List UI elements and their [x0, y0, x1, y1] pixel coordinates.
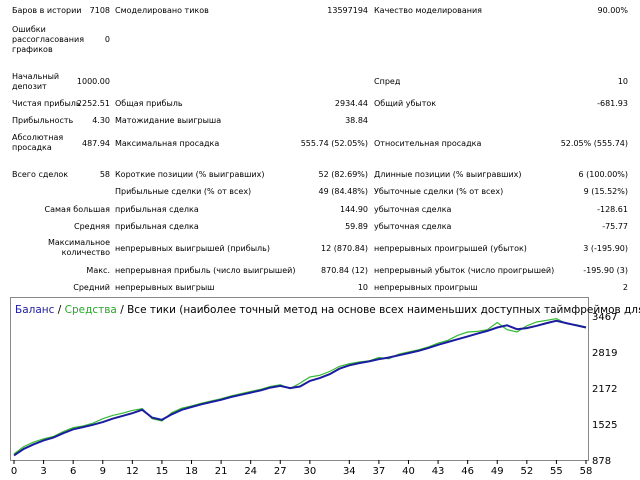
- x-tick-label: 40: [402, 466, 415, 477]
- x-tick-label: 55: [550, 466, 563, 477]
- ticks-value: 13597194: [327, 6, 368, 15]
- average-loss-label: убыточная сделка: [374, 222, 452, 231]
- deposit-value: 1000.00: [76, 77, 110, 86]
- total-trades-value: 58: [99, 170, 110, 179]
- x-tick-label: 43: [432, 466, 445, 477]
- deposit-label: Начальный депозит: [12, 72, 60, 91]
- x-tick-label: 21: [215, 466, 228, 477]
- average-profit-label: прибыльная сделка: [115, 222, 199, 231]
- avg-cons-wins-label: непрерывных выигрыш: [115, 283, 215, 292]
- x-tick-label: 30: [303, 466, 316, 477]
- x-tick-label: 52: [520, 466, 533, 477]
- chart-title: Баланс / Средства / Все тики (наиболее т…: [15, 304, 640, 316]
- max-cons-loss-value: -195.90 (3): [583, 266, 628, 275]
- ticks-label: Смоделировано тиков: [115, 6, 209, 15]
- loss-trades-label: Убыточные сделки (% от всех): [374, 187, 504, 196]
- x-tick-label: 24: [244, 466, 257, 477]
- abs-dd-label: Абсолютная просадка: [12, 133, 64, 152]
- x-tick-label: 58: [580, 466, 593, 477]
- rel-dd-label: Относительная просадка: [374, 139, 482, 148]
- max-cons-losses-value: 3 (-195.90): [583, 244, 628, 253]
- balance-line: [13, 319, 587, 457]
- equity-line: [13, 317, 587, 455]
- max-cons-wins-label: непрерывных выигрышей (прибыль): [115, 244, 270, 253]
- title-sep: /: [54, 304, 64, 316]
- bars-value: 7108: [89, 6, 110, 15]
- x-tick-label: 15: [156, 466, 169, 477]
- largest-profit-value: 144.90: [340, 205, 368, 214]
- max-dd-label: Максимальная просадка: [115, 139, 220, 148]
- y-tick-label: 2172: [592, 384, 617, 395]
- max-label: Макс.: [86, 266, 110, 275]
- max-dd-value: 555.74 (52.05%): [300, 139, 368, 148]
- x-tick-label: 34: [343, 466, 356, 477]
- plot-frame: [10, 297, 589, 461]
- avg-cons-wins-value: 10: [357, 283, 368, 292]
- max-cons-losses-label: непрерывных проигрышей (убыток): [374, 244, 527, 253]
- largest-label: Самая большая: [44, 205, 110, 214]
- quality-label: Качество моделирования: [374, 6, 482, 15]
- total-trades-label: Всего сделок: [12, 170, 69, 179]
- x-axis-ticks: 0 3 6 9 12 15 18 21 24 27 30 34 37 40 43 46 49 52 55 58: [11, 460, 593, 477]
- title-rest: / Все тики (наиболее точный метод на осн…: [117, 304, 640, 316]
- title-equity: Средства: [65, 304, 117, 316]
- max-count-label: Максимальное количество: [47, 238, 110, 257]
- avg-cons-losses-value: 2: [622, 283, 628, 292]
- net-profit-value: 2252.51: [76, 99, 110, 108]
- x-tick-label: 27: [274, 466, 287, 477]
- gross-loss-value: -681.93: [597, 99, 628, 108]
- spread-label: Спред: [374, 77, 401, 86]
- balance-chart: Баланс / Средства / Все тики (наиболее т…: [10, 297, 640, 477]
- bars-label: Баров в истории: [12, 6, 82, 15]
- rel-dd-value: 52.05% (555.74): [560, 139, 628, 148]
- max-cons-loss-label: непрерывный убыток (число проигрышей): [374, 266, 555, 275]
- max-cons-profit-label: непрерывная прибыль (число выигрышей): [115, 266, 296, 275]
- title-balance: Баланс: [15, 304, 55, 316]
- largest-loss-value: -128.61: [597, 205, 628, 214]
- quality-value: 90.00%: [597, 6, 628, 15]
- profit-trades-label: Прибыльные сделки (% от всех): [115, 187, 252, 196]
- net-profit-label: Чистая прибыль: [12, 99, 81, 108]
- y-axis-ticks: 3467 2819 2172 1525 878: [592, 312, 617, 467]
- abs-dd-value: 487.94: [82, 139, 110, 148]
- expected-payoff-label: Матожидание выигрыша: [115, 116, 222, 125]
- largest-profit-label: прибыльная сделка: [115, 205, 199, 214]
- long-label: Длинные позиции (% выигравших): [374, 170, 522, 179]
- errors-value: 0: [104, 35, 110, 44]
- largest-loss-label: убыточная сделка: [374, 205, 452, 214]
- x-tick-label: 0: [11, 466, 17, 477]
- x-tick-label: 3: [40, 466, 46, 477]
- average-loss-value: -75.77: [602, 222, 628, 231]
- x-tick-label: 12: [126, 466, 139, 477]
- x-tick-label: 6: [70, 466, 76, 477]
- avg-cons-losses-label: непрерывных проигрыш: [374, 283, 478, 292]
- average-label: Средняя: [74, 222, 110, 231]
- x-tick-label: 49: [491, 466, 504, 477]
- max-cons-wins-value: 12 (870.84): [321, 244, 368, 253]
- errors-label: Ошибки рассогласования графиков: [12, 25, 85, 54]
- short-value: 52 (82.69%): [318, 170, 368, 179]
- max-cons-profit-value: 870.84 (12): [321, 266, 368, 275]
- y-tick-label: 3467: [592, 312, 617, 323]
- loss-trades-value: 9 (15.52%): [583, 187, 628, 196]
- avg-label: Средний: [73, 283, 110, 292]
- x-tick-label: 37: [373, 466, 386, 477]
- y-tick-label: 878: [592, 456, 611, 467]
- profit-trades-value: 49 (84.48%): [318, 187, 368, 196]
- y-tick-label: 2819: [592, 348, 617, 359]
- gross-loss-label: Общий убыток: [374, 99, 437, 108]
- gross-profit-label: Общая прибыль: [115, 99, 183, 108]
- y-tick-label: 1525: [592, 420, 617, 431]
- short-label: Короткие позиции (% выигравших): [115, 170, 265, 179]
- x-tick-label: 46: [461, 466, 474, 477]
- profit-factor-label: Прибыльность: [12, 116, 74, 125]
- x-tick-label: 18: [185, 466, 198, 477]
- long-value: 6 (100.00%): [578, 170, 628, 179]
- spread-value: 10: [617, 77, 628, 86]
- average-profit-value: 59.89: [345, 222, 368, 231]
- expected-payoff-value: 38.84: [345, 116, 368, 125]
- profit-factor-value: 4.30: [92, 116, 110, 125]
- x-tick-label: 9: [100, 466, 106, 477]
- gross-profit-value: 2934.44: [334, 99, 368, 108]
